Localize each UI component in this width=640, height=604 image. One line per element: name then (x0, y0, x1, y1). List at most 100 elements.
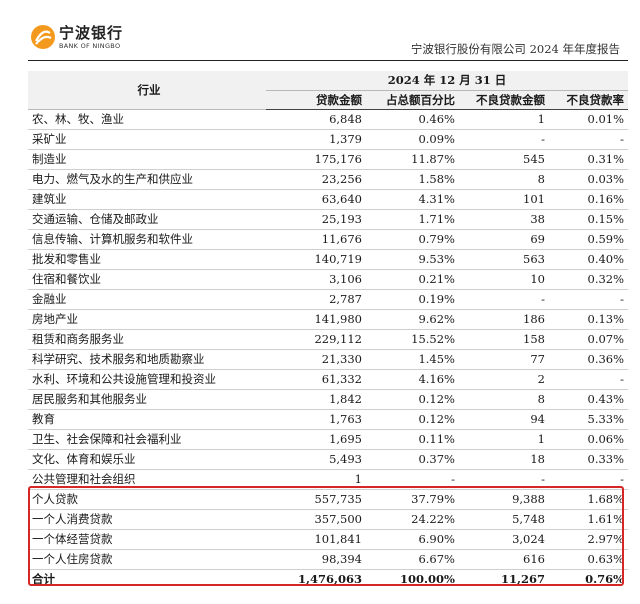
share-pct-cell: 6.90% (366, 529, 459, 550)
share-pct-cell: - (366, 469, 459, 490)
npl-ratio-cell: 2.97% (549, 529, 629, 550)
column-header-npl-amount: 不良贷款金额 (459, 90, 549, 110)
industry-name-cell: 采矿业 (28, 129, 266, 150)
total-npl: 11,267 (459, 568, 549, 589)
industry-name-cell: 批发和零售业 (28, 249, 266, 270)
npl-amount-cell: 38 (459, 209, 549, 230)
loan-amount-cell: 11,676 (266, 229, 366, 250)
loan-amount-cell: 1,379 (266, 129, 366, 150)
npl-amount-cell: 8 (459, 169, 549, 190)
total-rate: 0.76% (549, 568, 629, 589)
npl-ratio-cell: 1.68% (549, 489, 629, 510)
npl-ratio-cell: 0.33% (549, 449, 629, 470)
table-row: 科学研究、技术服务和地质勘察业 21,330 1.45% 77 0.36% (28, 349, 629, 370)
total-row: 合计 1,476,063 100.00% 11,267 0.76% (28, 568, 629, 589)
page-header: 宁波银行 BANK OF NINGBO 宁波银行股份有限公司 2024 年年度报… (0, 0, 640, 62)
industry-name-cell: 一个人住房贷款 (28, 549, 266, 570)
table-row: 金融业 2,787 0.19% - - (28, 289, 629, 310)
loan-amount-cell: 1,842 (266, 389, 366, 410)
industry-name-cell: 科学研究、技术服务和地质勘察业 (28, 349, 266, 370)
npl-amount-cell: 186 (459, 309, 549, 330)
npl-amount-cell: 10 (459, 269, 549, 290)
npl-ratio-cell: 0.36% (549, 349, 629, 370)
industry-name-cell: 交通运输、仓储及邮政业 (28, 209, 266, 230)
share-pct-cell: 0.11% (366, 429, 459, 450)
npl-amount-cell: 1 (459, 429, 549, 450)
npl-amount-cell: 3,024 (459, 529, 549, 550)
table-row: 租赁和商务服务业 229,112 15.52% 158 0.07% (28, 329, 629, 350)
npl-ratio-cell: 0.40% (549, 249, 629, 270)
column-header-share: 占总额百分比 (366, 90, 459, 110)
table-row: 一个人住房贷款 98,394 6.67% 616 0.63% (28, 549, 629, 570)
npl-amount-cell: 2 (459, 369, 549, 390)
npl-ratio-cell: 0.07% (549, 329, 629, 350)
npl-ratio-cell: 0.59% (549, 229, 629, 250)
loan-amount-cell: 63,640 (266, 189, 366, 210)
industry-name-cell: 个人贷款 (28, 489, 266, 510)
share-pct-cell: 1.71% (366, 209, 459, 230)
share-pct-cell: 0.21% (366, 269, 459, 290)
table-row: 农、林、牧、渔业 6,848 0.46% 1 0.01% (28, 109, 629, 130)
total-label: 合计 (28, 568, 266, 589)
table-row: 公共管理和社会组织 1- - - (28, 469, 629, 490)
industry-name-cell: 房地产业 (28, 309, 266, 330)
bank-logo: 宁波银行 BANK OF NINGBO (30, 22, 150, 62)
table-row: 个人贷款 557,735 37.79% 9,388 1.68% (28, 489, 629, 510)
npl-ratio-cell: - (549, 289, 629, 310)
industry-name-cell: 公共管理和社会组织 (28, 469, 266, 490)
npl-amount-cell: 8 (459, 389, 549, 410)
npl-amount-cell: 77 (459, 349, 549, 370)
table-row: 电力、燃气及水的生产和供应业 23,256 1.58% 8 0.03% (28, 169, 629, 190)
loan-amount-cell: 23,256 (266, 169, 366, 190)
table-row: 采矿业 1,379 0.09% - - (28, 129, 629, 150)
npl-amount-cell: - (459, 129, 549, 150)
industry-column-header: 行业 (28, 71, 266, 110)
brand-name-en: BANK OF NINGBO (59, 42, 121, 50)
column-header-npl-ratio: 不良贷款率 (549, 90, 629, 110)
industry-name-cell: 居民服务和其他服务业 (28, 389, 266, 410)
industry-name-cell: 教育 (28, 409, 266, 430)
npl-amount-cell: 563 (459, 249, 549, 270)
table-row: 教育 1,763 0.12% 94 5.33% (28, 409, 629, 430)
share-pct-cell: 1.58% (366, 169, 459, 190)
industry-name-cell: 金融业 (28, 289, 266, 310)
share-pct-cell: 1.45% (366, 349, 459, 370)
loan-amount-cell: 98,394 (266, 549, 366, 570)
loan-amount-cell: 5,493 (266, 449, 366, 470)
npl-ratio-cell: - (549, 469, 629, 490)
loan-industry-table-container: 行业 2024 年 12 月 31 日 贷款金额 占总额百分比 不良贷款金额 不… (28, 71, 629, 589)
share-pct-cell: 6.67% (366, 549, 459, 570)
table-row: 水利、环境和公共设施管理和投资业 61,332 4.16% 2- (28, 369, 629, 390)
share-pct-cell: 0.12% (366, 389, 459, 410)
brand-name-cn: 宁波银行 (59, 24, 124, 42)
loan-amount-cell: 175,176 (266, 149, 366, 170)
loan-amount-cell: 21,330 (266, 349, 366, 370)
loan-amount-cell: 2,787 (266, 289, 366, 310)
industry-name-cell: 卫生、社会保障和社会福利业 (28, 429, 266, 450)
loan-amount-cell: 101,841 (266, 529, 366, 550)
share-pct-cell: 37.79% (366, 489, 459, 510)
npl-ratio-cell: 1.61% (549, 509, 629, 530)
npl-amount-cell: 94 (459, 409, 549, 430)
npl-amount-cell: 158 (459, 329, 549, 350)
loan-amount-cell: 229,112 (266, 329, 366, 350)
share-pct-cell: 0.79% (366, 229, 459, 250)
industry-name-cell: 建筑业 (28, 189, 266, 210)
loan-amount-cell: 6,848 (266, 109, 366, 130)
loan-amount-cell: 25,193 (266, 209, 366, 230)
industry-name-cell: 一个人消费贷款 (28, 509, 266, 530)
table-row: 制造业 175,176 11.87% 545 0.31% (28, 149, 629, 170)
column-header-loan-amount: 贷款金额 (266, 90, 366, 110)
industry-name-cell: 租赁和商务服务业 (28, 329, 266, 350)
table-body: 农、林、牧、渔业 6,848 0.46% 1 0.01% 采矿业 1,379 0.09% - - 制… (28, 109, 629, 589)
npl-amount-cell: 18 (459, 449, 549, 470)
industry-name-cell: 信息传输、计算机服务和软件业 (28, 229, 266, 250)
share-pct-cell: 0.19% (366, 289, 459, 310)
npl-amount-cell: 101 (459, 189, 549, 210)
share-pct-cell: 0.46% (366, 109, 459, 130)
table-row: 信息传输、计算机服务和软件业 11,676 0.79% 69 0.59% (28, 229, 629, 250)
loan-amount-cell: 1,695 (266, 429, 366, 450)
npl-ratio-cell: 0.06% (549, 429, 629, 450)
npl-amount-cell: 9,388 (459, 489, 549, 510)
loan-amount-cell: 61,332 (266, 369, 366, 390)
